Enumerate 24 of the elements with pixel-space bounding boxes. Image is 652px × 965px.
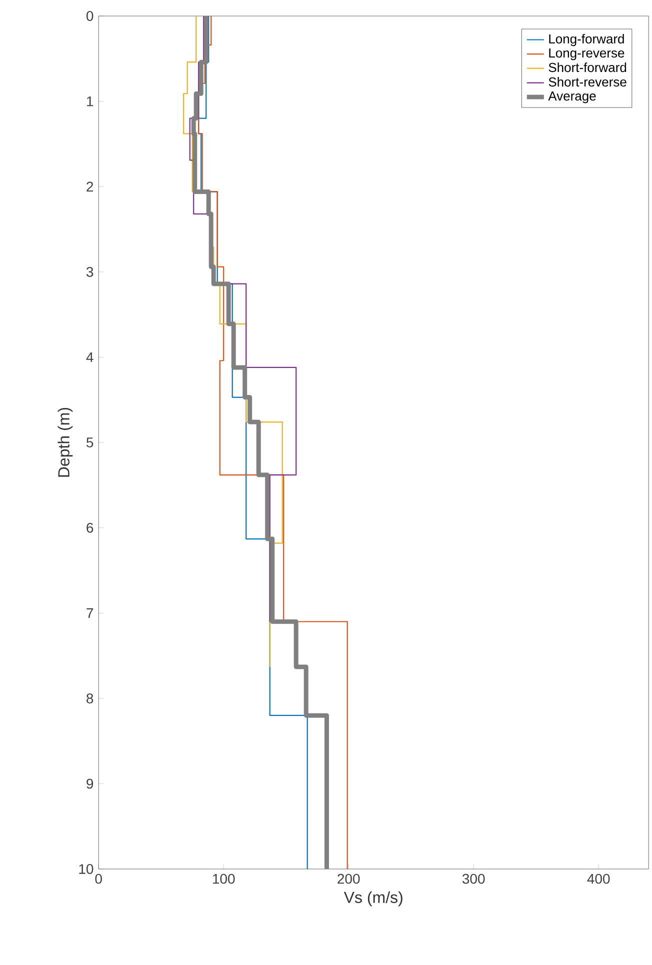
legend-label: Short-reverse [548, 77, 626, 87]
x-tick-label: 100 [212, 874, 235, 884]
y-tick-label: 10 [79, 864, 94, 874]
legend-label: Long-forward [549, 34, 624, 46]
y-axis-title: Depth (m) [58, 408, 73, 477]
y-tick-label: 2 [86, 182, 94, 192]
y-tick-label: 0 [86, 11, 94, 21]
line-series [191, 16, 329, 870]
legend-label: Short-forward [548, 62, 626, 72]
y-tick-label: 1 [87, 96, 94, 106]
legend-label: Long-reverse [549, 48, 624, 60]
legend-label: Average [548, 92, 596, 104]
x-tick-label: 200 [338, 874, 360, 884]
x-tick-label: 300 [462, 874, 485, 884]
y-tick-label: 6 [86, 522, 94, 533]
y-tick-label: 8 [86, 693, 94, 704]
x-axis-title: Vs (m/s) [344, 891, 402, 906]
y-tick-label: 9 [86, 778, 94, 789]
x-tick-label: 0 [95, 874, 102, 884]
y-tick-label: 5 [86, 438, 94, 448]
x-tick-label: 400 [587, 874, 610, 884]
y-tick-label: 3 [86, 266, 94, 277]
y-tick-label: 4 [86, 352, 94, 362]
y-tick-label: 7 [86, 608, 94, 618]
